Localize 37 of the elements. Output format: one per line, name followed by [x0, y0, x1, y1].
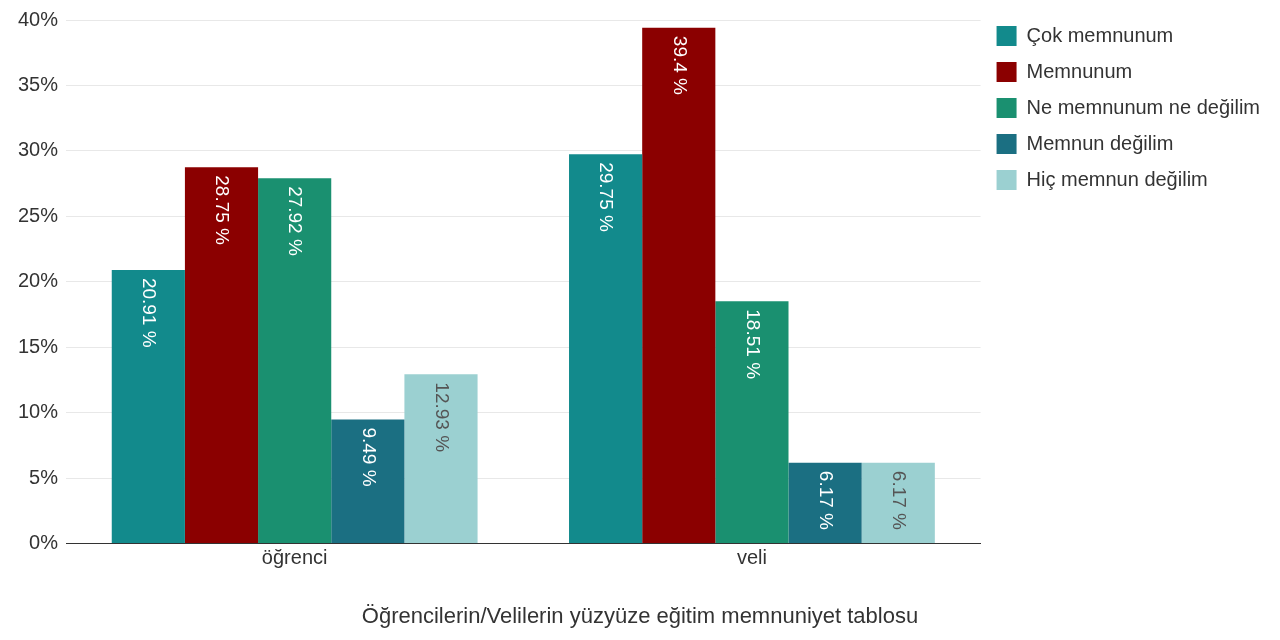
- y-tick-label: 10%: [18, 400, 59, 423]
- legend-label: Ne memnunum ne değilim: [1026, 95, 1260, 118]
- x-tick-label: veli: [736, 546, 767, 569]
- data-label: 12.93 %: [431, 382, 453, 453]
- y-tick-label: 5%: [29, 465, 59, 488]
- bar: [642, 27, 716, 544]
- data-label: 29.75 %: [596, 162, 618, 232]
- data-label: 6.17 %: [889, 470, 911, 531]
- bar: [258, 178, 332, 544]
- bar: [788, 462, 862, 544]
- bar: [404, 374, 478, 544]
- y-tick-label: 35%: [18, 72, 59, 95]
- text: Öğrencilerin/Velilerin yüzyüze eğitim memnuniyet tablosu: [361, 602, 919, 628]
- legend-label: Memnunum: [1026, 59, 1133, 82]
- data-label: 6.17 %: [815, 470, 837, 531]
- y-tick-label: 30%: [18, 138, 59, 161]
- bar: [715, 301, 789, 544]
- data-label: 27.92 %: [285, 186, 307, 256]
- x-tick-label: öğrenci: [261, 546, 328, 569]
- data-label: 39.4 %: [669, 35, 691, 96]
- legend-label: Memnun değilim: [1026, 131, 1174, 154]
- data-label: 18.51 %: [742, 309, 764, 380]
- bar: [111, 269, 185, 544]
- y-tick-label: 15%: [18, 334, 59, 357]
- y-tick-label: 20%: [18, 269, 59, 292]
- legend-label: Çok memnunum: [1026, 23, 1174, 46]
- legend-label: Hiç memnun değilim: [1026, 167, 1208, 190]
- data-label: 9.49 %: [358, 427, 380, 487]
- bar: [331, 419, 405, 544]
- y-tick-label: 0%: [29, 531, 59, 554]
- y-tick-label: 25%: [18, 203, 59, 226]
- bar: [184, 167, 259, 544]
- bar: [861, 462, 935, 544]
- data-label: 20.91 %: [139, 277, 161, 348]
- data-label: 28.75 %: [212, 175, 234, 246]
- bar: [569, 154, 643, 544]
- y-tick-label: 40%: [18, 7, 59, 30]
